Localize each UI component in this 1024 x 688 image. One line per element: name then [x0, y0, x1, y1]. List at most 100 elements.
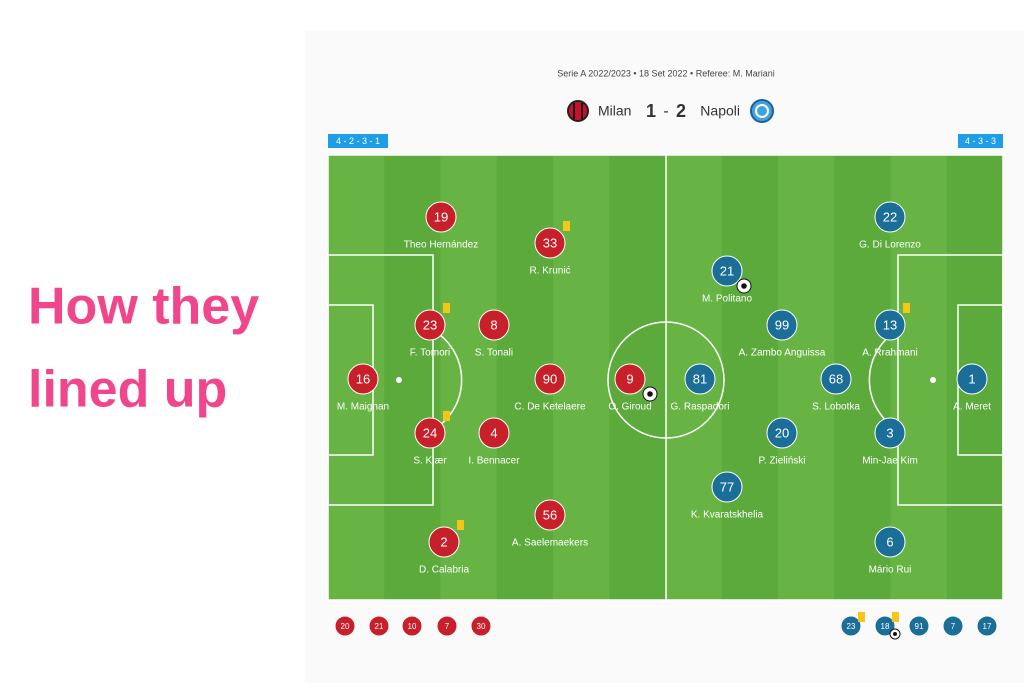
- player-marker: [478, 417, 510, 449]
- player-marker: [428, 526, 460, 558]
- pitch-stripe: [890, 155, 948, 600]
- player-number: 22: [883, 209, 897, 224]
- player-name: S. Lobotka: [812, 402, 860, 413]
- player-name: A. Meret: [953, 402, 991, 413]
- player-marker: [534, 499, 566, 531]
- home-team: Milan: [598, 103, 631, 119]
- penalty-spot: [930, 377, 936, 383]
- sub-marker: [401, 615, 423, 637]
- player-marker: [711, 255, 743, 287]
- player-name: P. Zieliński: [758, 456, 805, 467]
- sub-marker: [470, 615, 492, 637]
- player-marker: [874, 309, 906, 341]
- player-marker: [766, 417, 798, 449]
- match-info: Serie A 2022/2023 • 18 Set 2022 • Refere…: [557, 68, 774, 78]
- player-marker: [534, 227, 566, 259]
- goal-ball-patch: [741, 283, 747, 289]
- player-number: 77: [720, 479, 734, 494]
- player-number: 8: [490, 317, 497, 332]
- yellow-card: [892, 612, 899, 622]
- player-number: 81: [693, 371, 707, 386]
- sub-marker: [908, 615, 930, 637]
- goal-ball-patch: [893, 632, 897, 636]
- score-separator: -: [663, 103, 668, 120]
- player-name: O. Giroud: [608, 402, 651, 413]
- player-name: Theo Hernández: [404, 240, 479, 251]
- sub-number: 7: [445, 622, 450, 631]
- player-number: 13: [883, 317, 897, 332]
- player-name: M. Maignan: [337, 402, 389, 413]
- sub-number: 7: [951, 622, 956, 631]
- sub-number: 18: [881, 622, 890, 631]
- sub-number: 23: [847, 622, 856, 631]
- milan-logo: [567, 100, 589, 122]
- player-marker: [820, 363, 852, 395]
- player-marker: [874, 526, 906, 558]
- yellow-card: [903, 303, 910, 313]
- away-team: Napoli: [700, 103, 740, 119]
- yellow-card: [457, 520, 464, 530]
- player-number: 23: [423, 317, 437, 332]
- player-marker: [874, 417, 906, 449]
- sub-number: 17: [983, 622, 992, 631]
- away-score: 2: [676, 101, 686, 121]
- sub-number: 91: [915, 622, 924, 631]
- formation-badge: [958, 134, 1003, 148]
- home-score: 1: [646, 101, 656, 121]
- player-name: S. Kjær: [413, 456, 447, 467]
- yellow-card: [443, 411, 450, 421]
- yellow-card: [443, 303, 450, 313]
- center-circle: [607, 321, 725, 439]
- sub-marker: [976, 615, 998, 637]
- player-marker: [534, 363, 566, 395]
- player-number: 20: [775, 425, 789, 440]
- player-number: 9: [626, 371, 633, 386]
- player-number: 56: [543, 507, 557, 522]
- player-marker: [425, 201, 457, 233]
- headline: How they: [28, 278, 259, 336]
- sub-number: 10: [408, 622, 417, 631]
- away-formation: 4 - 3 - 3: [965, 136, 996, 146]
- sub-marker: [942, 615, 964, 637]
- player-number: 1: [968, 371, 975, 386]
- player-marker: [684, 363, 716, 395]
- formation-badge: [328, 134, 388, 148]
- player-marker: [347, 363, 379, 395]
- napoli-logo: [750, 99, 774, 123]
- player-marker: [414, 309, 446, 341]
- sub-number: 30: [477, 622, 486, 631]
- player-number: 4: [490, 425, 497, 440]
- sub-marker: [874, 615, 896, 637]
- player-name: I. Bennacer: [468, 456, 520, 467]
- player-marker: [478, 309, 510, 341]
- player-number: 3: [886, 425, 893, 440]
- player-number: 19: [434, 209, 448, 224]
- sub-marker: [840, 615, 862, 637]
- player-marker: [614, 363, 646, 395]
- player-name: A. Saelemaekers: [512, 538, 588, 549]
- player-name: G. Raspadori: [671, 402, 730, 413]
- player-number: 99: [775, 317, 789, 332]
- player-marker: [711, 471, 743, 503]
- player-number: 16: [356, 371, 370, 386]
- player-name: C. De Ketelaere: [514, 402, 586, 413]
- player-name: R. Krunić: [529, 266, 570, 277]
- player-name: A. Zambo Anguissa: [739, 348, 826, 359]
- goal-ball-patch: [647, 391, 653, 397]
- player-name: G. Di Lorenzo: [859, 240, 921, 251]
- sub-marker: [368, 615, 390, 637]
- player-marker: [874, 201, 906, 233]
- penalty-spot: [396, 377, 402, 383]
- sub-number: 21: [375, 622, 384, 631]
- pitch-stripe: [721, 155, 779, 600]
- player-number: 33: [543, 235, 557, 250]
- player-name: Min-Jae Kim: [862, 456, 918, 467]
- sub-number: 20: [341, 622, 350, 631]
- player-name: M. Politano: [702, 294, 752, 305]
- player-number: 6: [886, 534, 893, 549]
- player-number: 68: [829, 371, 843, 386]
- headline: lined up: [28, 361, 227, 419]
- sub-marker: [334, 615, 356, 637]
